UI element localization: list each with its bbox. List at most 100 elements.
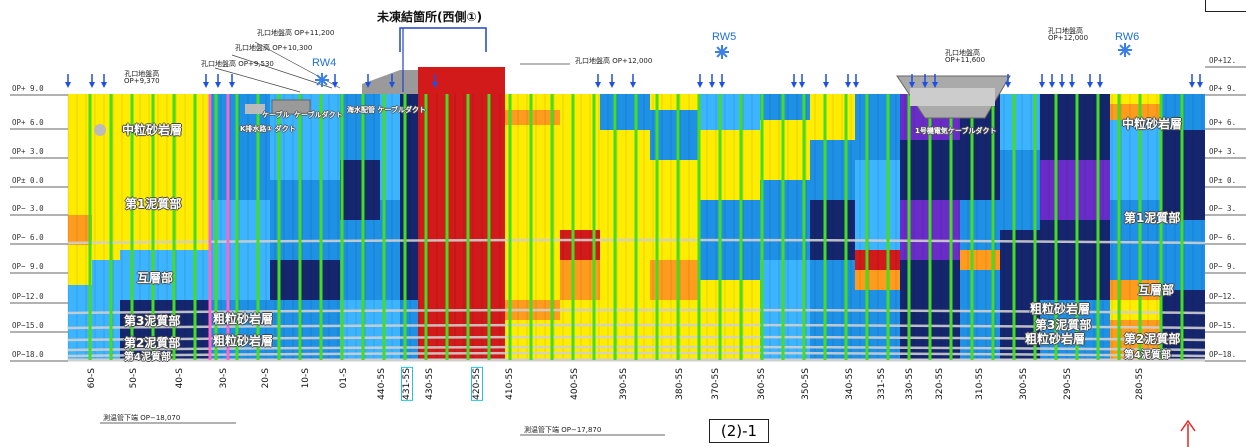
pipe-circle — [94, 124, 106, 136]
borehole-label: 370-5S — [711, 368, 721, 400]
down-arrow-head — [709, 82, 715, 88]
level-label: OP+ 9. — [1209, 84, 1237, 93]
leader-line — [231, 54, 333, 89]
structure-label: ケーブルダクト — [294, 111, 343, 119]
temperature-cell — [340, 220, 380, 300]
temperature-cell — [855, 160, 900, 250]
temperature-cell — [400, 300, 418, 360]
red-arrow-head — [1180, 419, 1196, 432]
structure-label: ケーブル — [262, 111, 290, 119]
borehole-label: 30-S — [219, 368, 229, 389]
ground-level-annotation: 孔口地盤高 OP+11,600 — [945, 49, 986, 64]
level-label: OP− 9. — [1209, 262, 1237, 271]
structure-label: 1号機電気ケーブルダクト — [915, 127, 997, 135]
down-arrow-head — [89, 82, 95, 88]
borehole-label: 390-5S — [619, 368, 629, 400]
temperature-cell — [600, 94, 650, 130]
borehole-lines — [88, 94, 1184, 360]
temperature-cell — [270, 180, 340, 260]
level-label: OP− 3. — [1209, 204, 1237, 213]
level-label: OP− 9.0 — [12, 262, 44, 271]
temperature-cell — [700, 130, 760, 200]
level-label: OP+ 3. — [1209, 147, 1237, 156]
ground-level-annotation: 孔口地盤高 OP+10,300 — [235, 44, 313, 52]
borehole-label: 50-S — [129, 368, 139, 389]
down-arrow-head — [697, 82, 703, 88]
layer-label: 粗粒砂岩層 — [1030, 302, 1091, 316]
snowflake-icon — [316, 74, 328, 86]
snowflake-icon — [1119, 44, 1131, 56]
level-label: OP−18. — [1209, 350, 1237, 359]
borehole-label: 280-5S — [1135, 368, 1145, 400]
level-label: OP+ 6.0 — [12, 118, 44, 127]
down-arrow-head — [365, 82, 371, 88]
down-arrow-head — [1197, 82, 1203, 88]
down-arrow-head — [389, 82, 395, 88]
temperature-cell — [210, 200, 270, 300]
temperature-cell — [1000, 94, 1040, 150]
borehole-label: 360-5S — [757, 368, 767, 400]
temperature-cell — [960, 250, 1000, 270]
borehole-label: 440-5S — [377, 368, 387, 400]
temperature-cell — [270, 260, 340, 300]
down-arrow-head — [65, 82, 71, 88]
layer-label: 第2泥質部 — [1124, 332, 1181, 346]
borehole-label: 430-5S — [425, 368, 435, 400]
down-arrow-head — [101, 82, 107, 88]
temperature-cell — [92, 260, 120, 300]
borehole-label: 300-5S — [1019, 368, 1029, 400]
down-arrow-head — [1069, 82, 1075, 88]
level-label: OP± 0. — [1209, 176, 1237, 185]
level-label: OP−15. — [1209, 321, 1237, 330]
level-label: OP− 6.0 — [12, 233, 44, 242]
down-arrow-head — [1087, 82, 1093, 88]
temperature-cell — [760, 180, 810, 260]
borehole-label: 320-5S — [935, 368, 945, 400]
layer-label: 互層部 — [1138, 283, 1175, 297]
leader-line — [214, 67, 301, 93]
borehole-label: 20-S — [261, 368, 271, 389]
down-arrow-head — [595, 82, 601, 88]
down-arrow-head — [909, 82, 915, 88]
temperature-cell — [810, 200, 855, 260]
borehole-label: 350-5S — [801, 368, 811, 400]
temperature-cell — [68, 285, 92, 300]
borehole-label: 420-5S — [471, 367, 483, 401]
layer-label: 第1泥質部 — [125, 197, 182, 211]
borehole-label: 431-5S — [401, 367, 413, 401]
level-label: OP−12.0 — [12, 292, 44, 301]
layer-label: 第3泥質部 — [124, 314, 181, 328]
down-arrow-head — [609, 82, 615, 88]
down-arrow-head — [1039, 82, 1045, 88]
k-drain-structure — [271, 99, 311, 115]
temperature-cell — [340, 94, 380, 160]
layer-label: 互層部 — [137, 271, 174, 285]
corner-frame — [1205, 0, 1246, 12]
down-arrow-head — [932, 82, 938, 88]
ground-level-annotation: 孔口地盤高 OP+12,000 — [1048, 27, 1089, 42]
layer-label: 粗粒砂岩層 — [213, 312, 274, 326]
temperature-cell — [210, 300, 270, 360]
down-arrow-head — [1005, 82, 1011, 88]
title-bracket — [399, 27, 487, 52]
snowflake-icon — [716, 46, 728, 58]
layer-label: 第1泥質部 — [1124, 211, 1181, 225]
temperature-cell — [855, 270, 900, 290]
rw-label: RW5 — [712, 31, 737, 43]
temperature-cell — [68, 245, 92, 285]
layer-label: 粗粒砂岩層 — [1025, 332, 1086, 346]
down-arrow-head — [229, 82, 235, 88]
temperature-cell — [855, 94, 900, 160]
temperature-cell — [1110, 104, 1160, 120]
level-label: OP+ 9.0 — [12, 84, 44, 93]
borehole-label: 60-S — [87, 368, 97, 389]
level-label: OP− 3.0 — [12, 204, 44, 213]
temperature-cell — [68, 215, 92, 245]
ground-level-annotation: 孔口地盤高 OP+9,530 — [201, 60, 274, 68]
down-arrow-head — [630, 82, 636, 88]
down-arrow-head — [1097, 82, 1103, 88]
bottom-level-annotation: 測温管下端 OP−17,870 — [524, 426, 602, 434]
temperature-cell — [92, 300, 120, 360]
borehole-label: 380-5S — [675, 368, 685, 400]
